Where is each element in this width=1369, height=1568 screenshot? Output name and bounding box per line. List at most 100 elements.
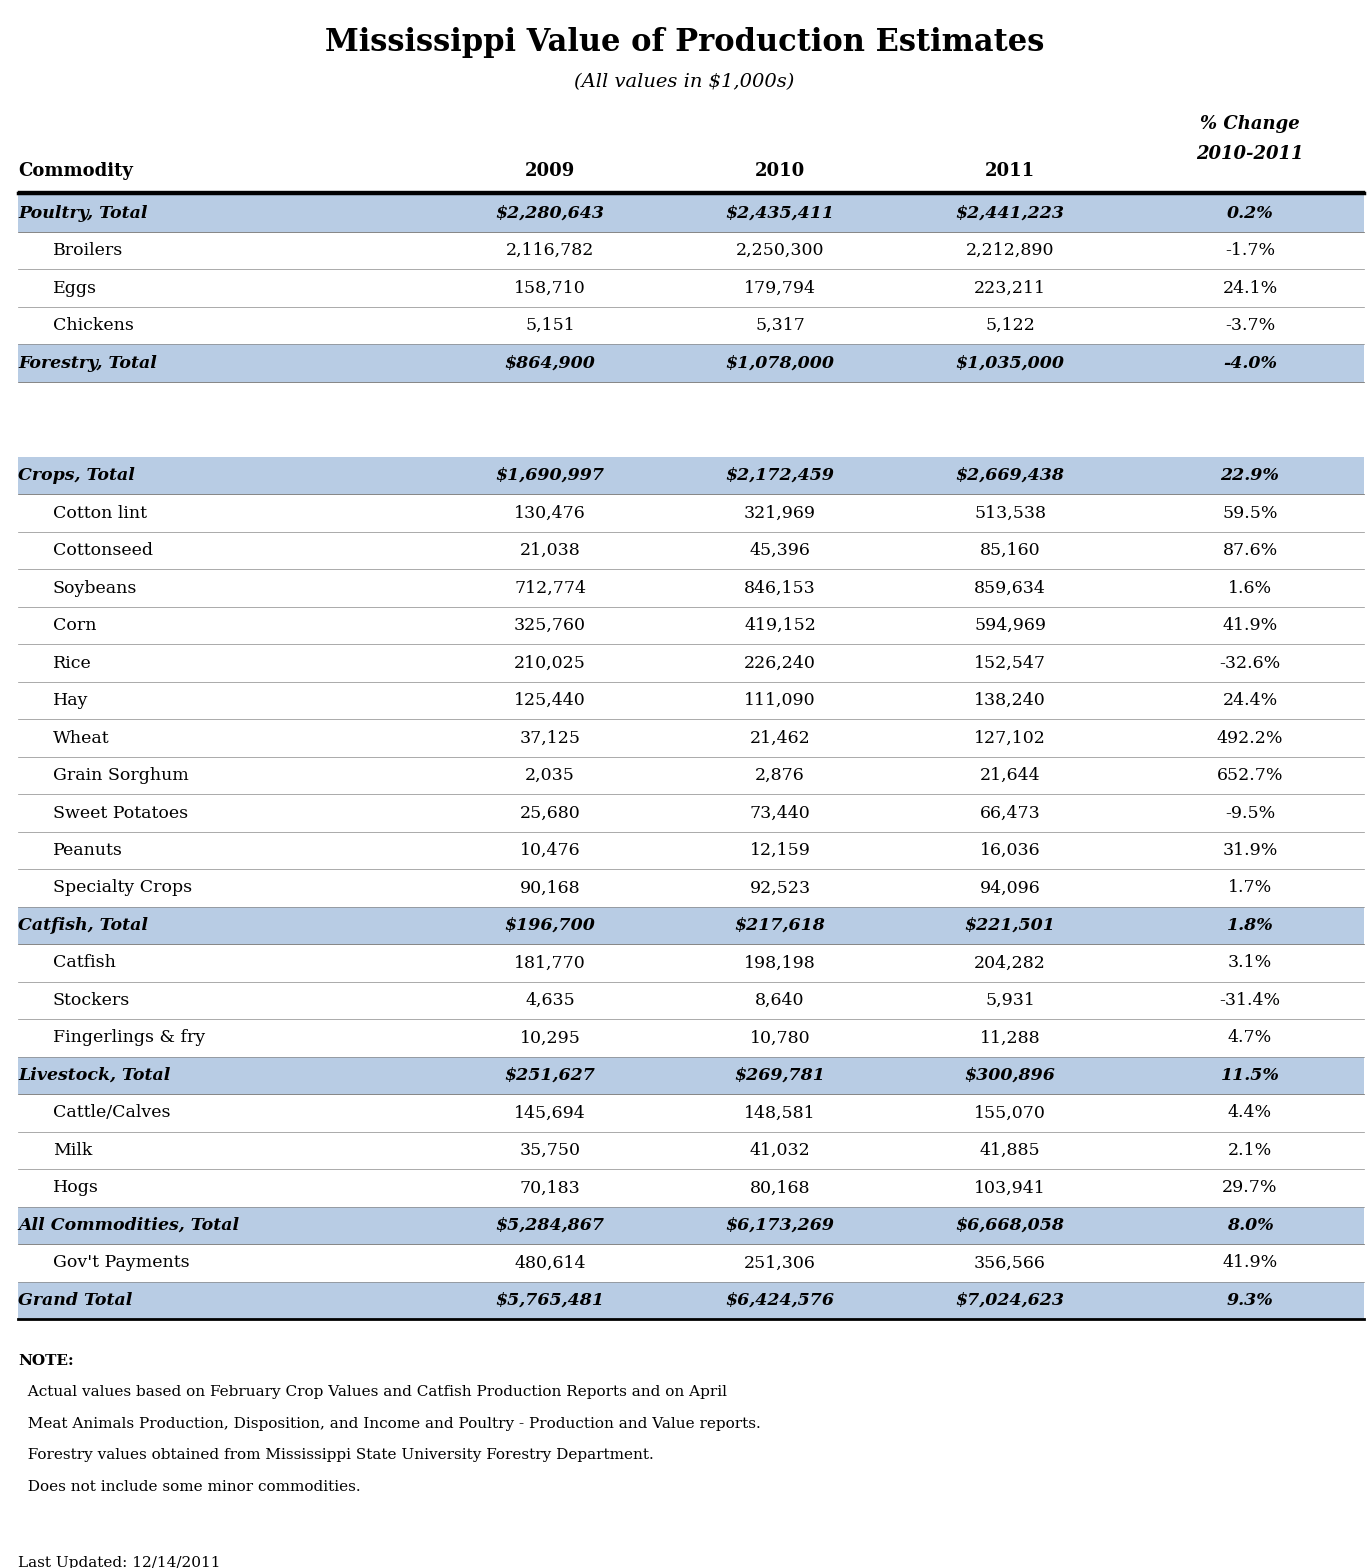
FancyBboxPatch shape: [18, 1094, 1364, 1132]
Text: Fingerlings & fry: Fingerlings & fry: [53, 1030, 205, 1046]
Text: $1,078,000: $1,078,000: [726, 354, 835, 372]
Text: 87.6%: 87.6%: [1223, 543, 1277, 560]
Text: -1.7%: -1.7%: [1225, 241, 1275, 259]
Text: Forestry values obtained from Mississippi State University Forestry Department.: Forestry values obtained from Mississipp…: [18, 1449, 654, 1463]
FancyBboxPatch shape: [18, 456, 1364, 494]
Text: 2,212,890: 2,212,890: [965, 241, 1054, 259]
Text: Mississippi Value of Production Estimates: Mississippi Value of Production Estimate…: [324, 27, 1045, 58]
Text: 66,473: 66,473: [980, 804, 1040, 822]
Text: 45,396: 45,396: [750, 543, 810, 560]
FancyBboxPatch shape: [18, 1281, 1364, 1319]
Text: 80,168: 80,168: [750, 1179, 810, 1196]
Text: 111,090: 111,090: [745, 691, 816, 709]
Text: 41,032: 41,032: [750, 1142, 810, 1159]
FancyBboxPatch shape: [18, 569, 1364, 607]
FancyBboxPatch shape: [18, 757, 1364, 795]
Text: $6,668,058: $6,668,058: [956, 1217, 1065, 1234]
Text: 3.1%: 3.1%: [1228, 955, 1272, 972]
Text: 181,770: 181,770: [515, 955, 586, 972]
Text: Broilers: Broilers: [53, 241, 123, 259]
Text: 712,774: 712,774: [513, 580, 586, 596]
Text: 85,160: 85,160: [980, 543, 1040, 560]
Text: 2011: 2011: [984, 162, 1035, 180]
Text: 419,152: 419,152: [745, 618, 816, 633]
Text: 2,250,300: 2,250,300: [735, 241, 824, 259]
Text: 41,885: 41,885: [980, 1142, 1040, 1159]
Text: 11,288: 11,288: [980, 1030, 1040, 1046]
Text: 24.4%: 24.4%: [1223, 691, 1277, 709]
Text: 22.9%: 22.9%: [1221, 467, 1280, 485]
Text: 41.9%: 41.9%: [1223, 618, 1277, 633]
FancyBboxPatch shape: [18, 1243, 1364, 1281]
Text: 37,125: 37,125: [519, 729, 580, 746]
Text: 198,198: 198,198: [745, 955, 816, 972]
Text: Forestry, Total: Forestry, Total: [18, 354, 157, 372]
Text: Rice: Rice: [53, 654, 92, 671]
Text: 1.8%: 1.8%: [1227, 917, 1273, 935]
Text: 138,240: 138,240: [975, 691, 1046, 709]
Text: $2,280,643: $2,280,643: [496, 204, 605, 221]
FancyBboxPatch shape: [18, 682, 1364, 720]
FancyBboxPatch shape: [18, 644, 1364, 682]
Text: 10,295: 10,295: [520, 1030, 580, 1046]
FancyBboxPatch shape: [18, 906, 1364, 944]
Text: 158,710: 158,710: [515, 279, 586, 296]
Text: 59.5%: 59.5%: [1223, 505, 1277, 522]
Text: Does not include some minor commodities.: Does not include some minor commodities.: [18, 1480, 360, 1494]
FancyBboxPatch shape: [18, 720, 1364, 757]
Text: Gov't Payments: Gov't Payments: [53, 1254, 190, 1272]
Text: 21,462: 21,462: [750, 729, 810, 746]
Text: 594,969: 594,969: [973, 618, 1046, 633]
Text: $5,284,867: $5,284,867: [496, 1217, 605, 1234]
Text: 25,680: 25,680: [520, 804, 580, 822]
FancyBboxPatch shape: [18, 532, 1364, 569]
Text: Catfish: Catfish: [53, 955, 116, 972]
Text: Corn: Corn: [53, 618, 96, 633]
Text: 321,969: 321,969: [743, 505, 816, 522]
Text: 148,581: 148,581: [745, 1104, 816, 1121]
Text: Sweet Potatoes: Sweet Potatoes: [53, 804, 188, 822]
Text: Peanuts: Peanuts: [53, 842, 123, 859]
Text: 480,614: 480,614: [515, 1254, 586, 1272]
Text: $2,435,411: $2,435,411: [726, 204, 835, 221]
Text: 251,306: 251,306: [745, 1254, 816, 1272]
FancyBboxPatch shape: [18, 270, 1364, 307]
Text: $7,024,623: $7,024,623: [956, 1292, 1065, 1309]
Text: 35,750: 35,750: [519, 1142, 580, 1159]
Text: Grand Total: Grand Total: [18, 1292, 133, 1309]
Text: 2010-2011: 2010-2011: [1197, 144, 1303, 163]
Text: 8,640: 8,640: [756, 993, 805, 1008]
Text: 859,634: 859,634: [975, 580, 1046, 596]
Text: Meat Animals Production, Disposition, and Income and Poultry - Production and Va: Meat Animals Production, Disposition, an…: [18, 1417, 761, 1432]
Text: Eggs: Eggs: [53, 279, 97, 296]
Text: 846,153: 846,153: [745, 580, 816, 596]
Text: 5,122: 5,122: [986, 317, 1035, 334]
Text: $1,035,000: $1,035,000: [956, 354, 1065, 372]
Text: 31.9%: 31.9%: [1223, 842, 1277, 859]
Text: 356,566: 356,566: [975, 1254, 1046, 1272]
Text: 2.1%: 2.1%: [1228, 1142, 1272, 1159]
Text: 492.2%: 492.2%: [1217, 729, 1283, 746]
Text: 204,282: 204,282: [975, 955, 1046, 972]
FancyBboxPatch shape: [18, 982, 1364, 1019]
Text: 0.2%: 0.2%: [1227, 204, 1273, 221]
Text: Cattle/Calves: Cattle/Calves: [53, 1104, 171, 1121]
Text: Last Updated: 12/14/2011: Last Updated: 12/14/2011: [18, 1555, 220, 1568]
Text: 226,240: 226,240: [745, 654, 816, 671]
Text: 92,523: 92,523: [749, 880, 810, 897]
Text: NOTE:: NOTE:: [18, 1353, 74, 1367]
Text: 103,941: 103,941: [975, 1179, 1046, 1196]
Text: 1.7%: 1.7%: [1228, 880, 1272, 897]
Text: 5,931: 5,931: [986, 993, 1035, 1008]
Text: 127,102: 127,102: [975, 729, 1046, 746]
Text: -32.6%: -32.6%: [1220, 654, 1280, 671]
Text: 130,476: 130,476: [515, 505, 586, 522]
Text: 29.7%: 29.7%: [1223, 1179, 1277, 1196]
Text: 325,760: 325,760: [513, 618, 586, 633]
FancyBboxPatch shape: [18, 1170, 1364, 1207]
Text: -9.5%: -9.5%: [1225, 804, 1275, 822]
Text: 210,025: 210,025: [515, 654, 586, 671]
Text: $6,173,269: $6,173,269: [726, 1217, 835, 1234]
Text: 90,168: 90,168: [520, 880, 580, 897]
Text: Specialty Crops: Specialty Crops: [53, 880, 192, 897]
